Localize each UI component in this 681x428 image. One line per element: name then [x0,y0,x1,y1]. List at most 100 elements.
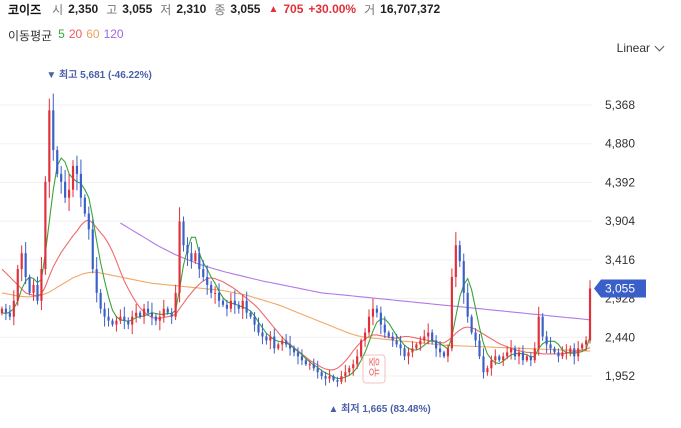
candle [537,306,540,356]
candle [502,352,505,367]
candle-body [537,316,540,349]
candle-body [249,312,252,317]
candle [190,242,193,269]
candle [344,364,347,383]
candle-body [498,356,501,361]
candle [162,299,165,323]
ma-20-label[interactable]: 20 [68,27,83,41]
candle [198,247,201,278]
candle-body [79,173,82,198]
scale-dropdown[interactable]: Linear [617,41,665,55]
candle-body [569,348,572,353]
candle-body [336,380,339,382]
candle-body [529,356,532,361]
candle [111,318,114,327]
candle [573,343,576,365]
candle [99,289,102,314]
candle [300,349,304,366]
candle-body [300,356,304,361]
grid [0,104,592,377]
high-annotation: ▼ 최고 5,681 (-46.22%) [46,68,152,81]
candle [565,344,568,360]
candle-body [174,292,177,317]
y-tick-label: 4,880 [605,137,635,151]
candle-body [324,376,327,379]
candle-body [565,352,568,354]
candle [419,336,422,351]
candle [253,311,256,332]
ma-120-label[interactable]: 120 [103,27,124,41]
candle [541,313,544,341]
candle-body [241,300,244,309]
candle-body [490,360,493,369]
candle [438,341,442,358]
candle-body [95,269,98,293]
ma-legend-title: 이동평균 [8,29,53,43]
candle [202,260,205,282]
candle-body [99,292,102,309]
candle-body [411,348,414,353]
candle [233,290,236,314]
candle [387,330,390,339]
candle-body [186,245,189,254]
candle-body [427,332,430,337]
candle-body [142,308,146,317]
candle [446,344,450,363]
candle-body [261,332,264,337]
candle [225,299,229,317]
candle [356,349,359,369]
candle-body [0,308,4,314]
candle-body [533,348,536,361]
candle-body [549,344,552,349]
candle [395,333,398,348]
candle-body [553,348,556,353]
candle-body [217,292,221,301]
candle [64,169,67,203]
change-percent: +30.00% [308,2,357,16]
candle-body [288,344,292,349]
candle [470,314,473,335]
y-tick-label: 4,392 [605,175,635,189]
candle-body [482,356,485,373]
candle [210,280,213,299]
candle [450,268,453,352]
candle [170,307,173,324]
candle-body [233,300,236,305]
candle [154,313,157,326]
candle-body [139,312,142,317]
candle [360,338,363,359]
change-value: 705 [283,2,304,16]
ma-5-label[interactable]: 5 [58,27,65,41]
candle [288,335,292,356]
candle [67,174,71,211]
candle [249,310,252,319]
candle-body [107,316,110,321]
candle-body [458,245,461,262]
event-marker-label: 유증 [368,357,381,377]
candle-body [363,332,367,341]
candle [363,328,367,347]
candle-body [541,316,544,337]
candle [308,360,311,370]
candle-body [352,364,355,369]
candle [131,310,134,335]
high-value: 3,055 [122,2,153,16]
volume-value: 16,707,372 [380,2,441,16]
candle [569,345,572,357]
candle [490,355,493,376]
candle-body [221,300,225,305]
candle [486,365,489,376]
candle [411,341,414,358]
candle [371,298,375,326]
candle [513,345,517,361]
candle-body [150,312,154,317]
candle [277,342,280,351]
ma-60-label[interactable]: 60 [86,27,100,41]
candle-body [12,300,15,317]
candle-body [379,312,382,325]
candle-body [123,316,126,321]
ma-60-line [1,271,591,352]
candle-body [474,332,477,341]
candle [423,329,426,344]
